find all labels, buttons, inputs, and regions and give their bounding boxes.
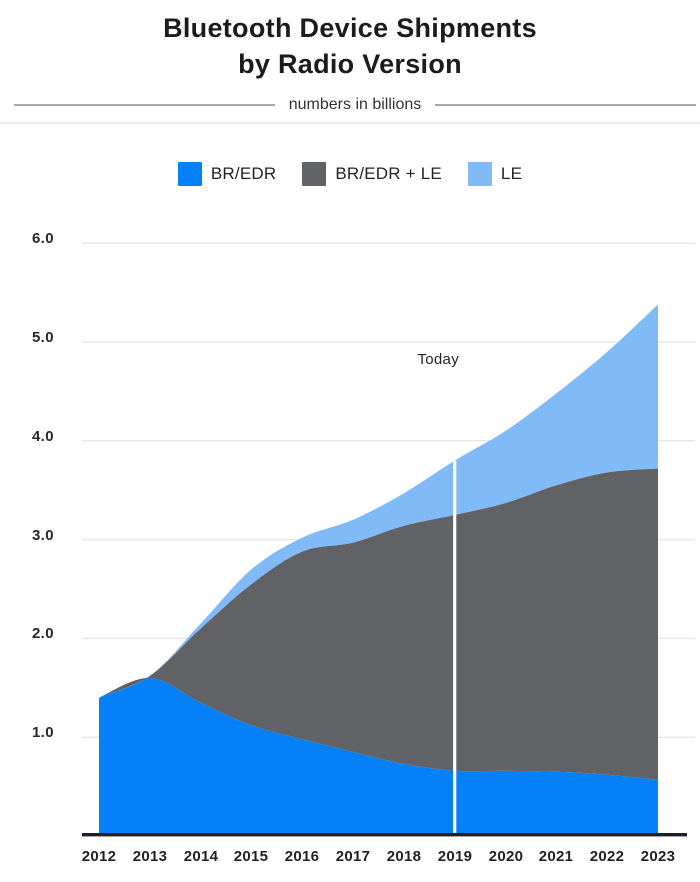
- x-axis-label: 2021: [538, 848, 574, 865]
- legend-swatch-icon: [302, 162, 327, 186]
- x-axis-label: 2017: [335, 848, 371, 865]
- x-axis-label: 2012: [81, 848, 117, 865]
- x-axis-label: 2015: [233, 848, 269, 865]
- x-axis-label: 2022: [589, 848, 625, 865]
- area-br-edr: [99, 677, 658, 836]
- legend-item: LE: [467, 162, 523, 186]
- subtitle-row: numbers in billions: [0, 96, 700, 114]
- chart-subtitle: numbers in billions: [288, 96, 422, 113]
- chart-legend: BR/EDR BR/EDR + LE LE: [0, 161, 700, 187]
- legend-swatch-icon: [467, 162, 492, 186]
- legend-label: LE: [500, 164, 523, 183]
- x-axis-label: 2018: [386, 848, 422, 865]
- legend-item: BR/EDR: [177, 162, 277, 186]
- header-divider: [0, 122, 700, 124]
- x-axis-label: 2013: [132, 848, 168, 865]
- chart-title-line2: by Radio Version: [238, 49, 462, 79]
- today-label: Today: [417, 351, 459, 368]
- x-axis-label: 2019: [437, 848, 473, 865]
- x-axis-line: [82, 833, 687, 837]
- x-axis-label: 2023: [640, 848, 676, 865]
- today-marker-line: [453, 460, 457, 835]
- y-axis-label: 2.0: [31, 625, 54, 642]
- legend-item: BR/EDR + LE: [302, 162, 442, 186]
- y-axis-label: 4.0: [31, 428, 54, 445]
- legend-label: BR/EDR + LE: [335, 164, 442, 183]
- subtitle-left-rule: [14, 104, 275, 106]
- legend-label: BR/EDR: [210, 164, 277, 183]
- y-axis-label: 3.0: [31, 527, 54, 544]
- y-axis-label: 6.0: [31, 230, 54, 247]
- chart-title: Bluetooth Device Shipments by Radio Versi…: [0, 10, 700, 82]
- y-axis-label: 1.0: [31, 724, 54, 741]
- x-axis-label: 2014: [183, 848, 219, 865]
- x-axis-label: 2016: [284, 848, 320, 865]
- x-axis-label: 2020: [488, 848, 524, 865]
- subtitle-right-rule: [435, 104, 697, 106]
- area-br-edr-le: [99, 468, 658, 780]
- legend-swatch-icon: [177, 162, 202, 186]
- y-axis-label: 5.0: [31, 329, 54, 346]
- chart-title-line1: Bluetooth Device Shipments: [163, 13, 537, 43]
